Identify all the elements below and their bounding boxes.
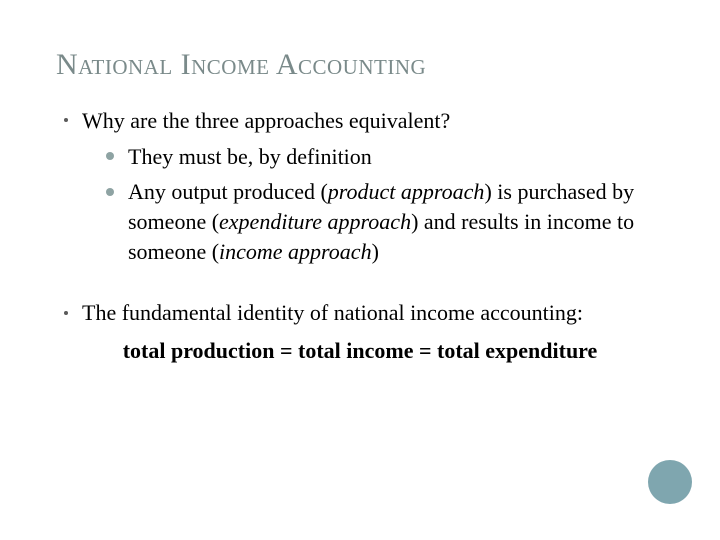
bullet-item-1-text: Why are the three approaches equivalent?	[82, 108, 450, 133]
slide-title: National Income Accounting	[56, 48, 664, 82]
bullet-item-2: The fundamental identity of national inc…	[64, 298, 664, 328]
bullet-list-level2: They must be, by definition Any output p…	[82, 142, 664, 267]
sub-item-2-italic-3: income approach	[219, 239, 372, 264]
sub-item-2-italic-2: expenditure approach	[219, 209, 411, 234]
slide: National Income Accounting Why are the t…	[0, 0, 720, 540]
bullet-item-1: Why are the three approaches equivalent?…	[64, 106, 664, 266]
sub-item-2-post: )	[372, 239, 379, 264]
sub-item-1: They must be, by definition	[106, 142, 664, 172]
bullet-item-2-text: The fundamental identity of national inc…	[82, 300, 583, 325]
sub-item-2: Any output produced (product approach) i…	[106, 177, 664, 266]
sub-item-2-italic-1: product approach	[328, 179, 485, 204]
bullet-list-level1-b: The fundamental identity of national inc…	[56, 298, 664, 328]
identity-equation: total production = total income = total …	[96, 336, 624, 366]
decorative-circle-icon	[648, 460, 692, 504]
bullet-list-level1: Why are the three approaches equivalent?…	[56, 106, 664, 266]
spacer	[56, 272, 664, 298]
sub-item-2-pre: Any output produced (	[128, 179, 328, 204]
